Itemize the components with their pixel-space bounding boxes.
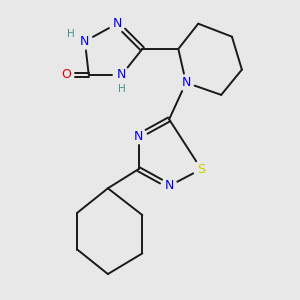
Text: N: N bbox=[117, 68, 126, 82]
Text: H: H bbox=[118, 84, 125, 94]
Text: N: N bbox=[80, 35, 90, 48]
Text: N: N bbox=[181, 76, 191, 89]
Text: N: N bbox=[134, 130, 143, 143]
Text: N: N bbox=[112, 17, 122, 30]
Text: S: S bbox=[197, 163, 205, 176]
Text: H: H bbox=[67, 28, 75, 39]
Text: N: N bbox=[164, 179, 174, 193]
Text: O: O bbox=[61, 68, 71, 82]
